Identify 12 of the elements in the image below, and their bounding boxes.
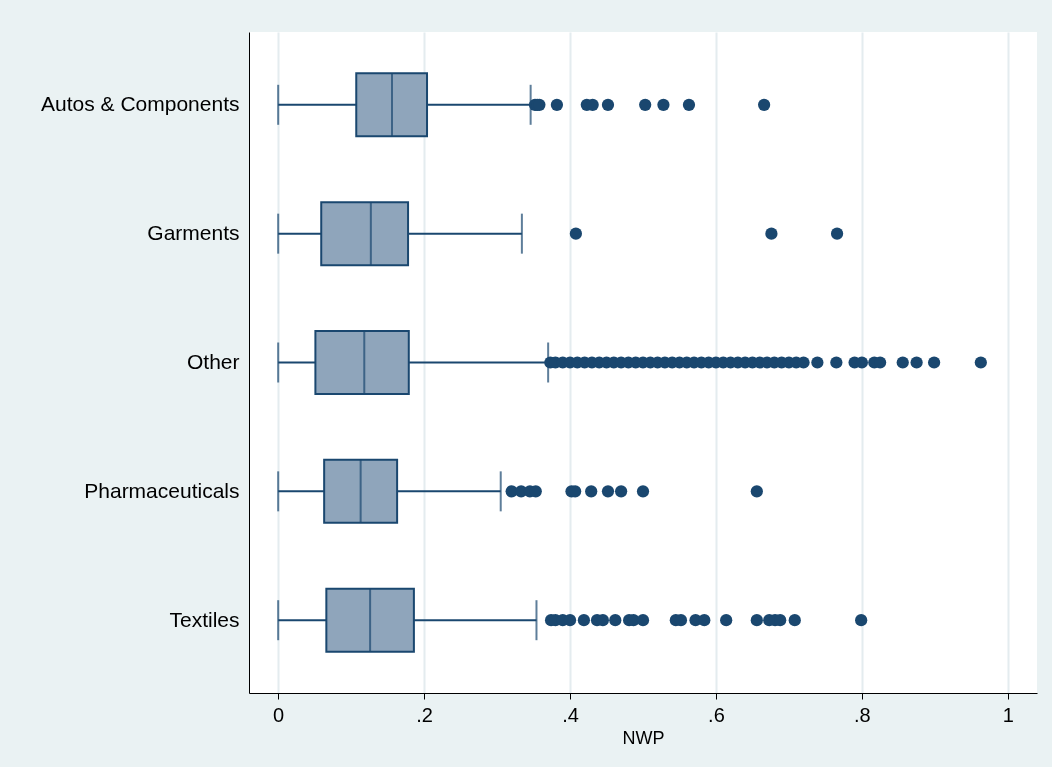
x-tick-label: .2	[416, 703, 433, 726]
x-axis-title: NWP	[622, 727, 665, 748]
x-tick-label: .4	[562, 703, 579, 726]
x-tick-label: .8	[854, 703, 871, 726]
y-tick-label: Other	[186, 350, 240, 373]
y-tick-label: Autos & Components	[41, 92, 240, 116]
x-tick-label: .6	[708, 703, 725, 726]
x-tick-label: 0	[273, 703, 285, 726]
y-tick-label: Pharmaceuticals	[84, 478, 240, 502]
x-tick-label: 1	[1002, 703, 1014, 726]
y-tick-label: Textiles	[169, 607, 240, 631]
y-tick-label: Garments	[147, 221, 240, 245]
